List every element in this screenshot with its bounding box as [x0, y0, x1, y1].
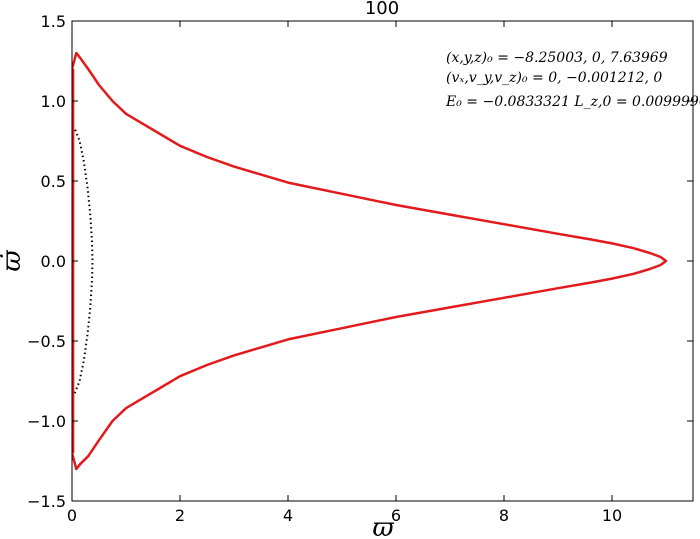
y-tick-label: 0.5 — [41, 172, 66, 191]
y-tick-label: 0.0 — [41, 252, 66, 271]
series-line-0 — [72, 51, 668, 471]
y-axis-label: ϖ̇ — [0, 250, 27, 272]
chart-title: 100 — [365, 0, 399, 19]
plot-frame — [71, 20, 694, 502]
y-tick-label: 1.5 — [41, 12, 66, 31]
y-tick-label: −1.0 — [27, 412, 66, 431]
annotation-energy-momentum: E₀ = −0.0833321 L_z,0 = 0.00999903 — [445, 94, 700, 110]
x-tick-label: 8 — [499, 506, 509, 525]
series-layer — [72, 51, 668, 471]
x-tick-label: 10 — [602, 506, 622, 525]
plot-area — [71, 20, 694, 502]
x-axis-label: ϖ — [372, 513, 394, 539]
x-tick-label: 4 — [283, 506, 293, 525]
y-tick-label: −0.5 — [27, 332, 66, 351]
y-tick-label: −1.5 — [27, 492, 66, 511]
x-tick-label: 6 — [391, 506, 401, 525]
annotation-box: (x,y,z)₀ = −8.25003, 0, 7.63969 (vₓ,v_y,… — [445, 50, 700, 110]
y-tick-label: 1.0 — [41, 92, 66, 111]
annotation-initial-position: (x,y,z)₀ = −8.25003, 0, 7.63969 — [446, 50, 668, 66]
ticks-layer: 0 2 4 6 8 10 −1.5 −1.0 −0.5 0.0 0.5 1.0 1.5 — [27, 12, 693, 525]
x-tick-label: 0 — [67, 506, 77, 525]
x-tick-label: 2 — [175, 506, 185, 525]
annotation-initial-velocity: (vₓ,v_y,v_z)₀ = 0, −0.001212, 0 — [446, 70, 662, 86]
series-line-1 — [72, 125, 94, 397]
